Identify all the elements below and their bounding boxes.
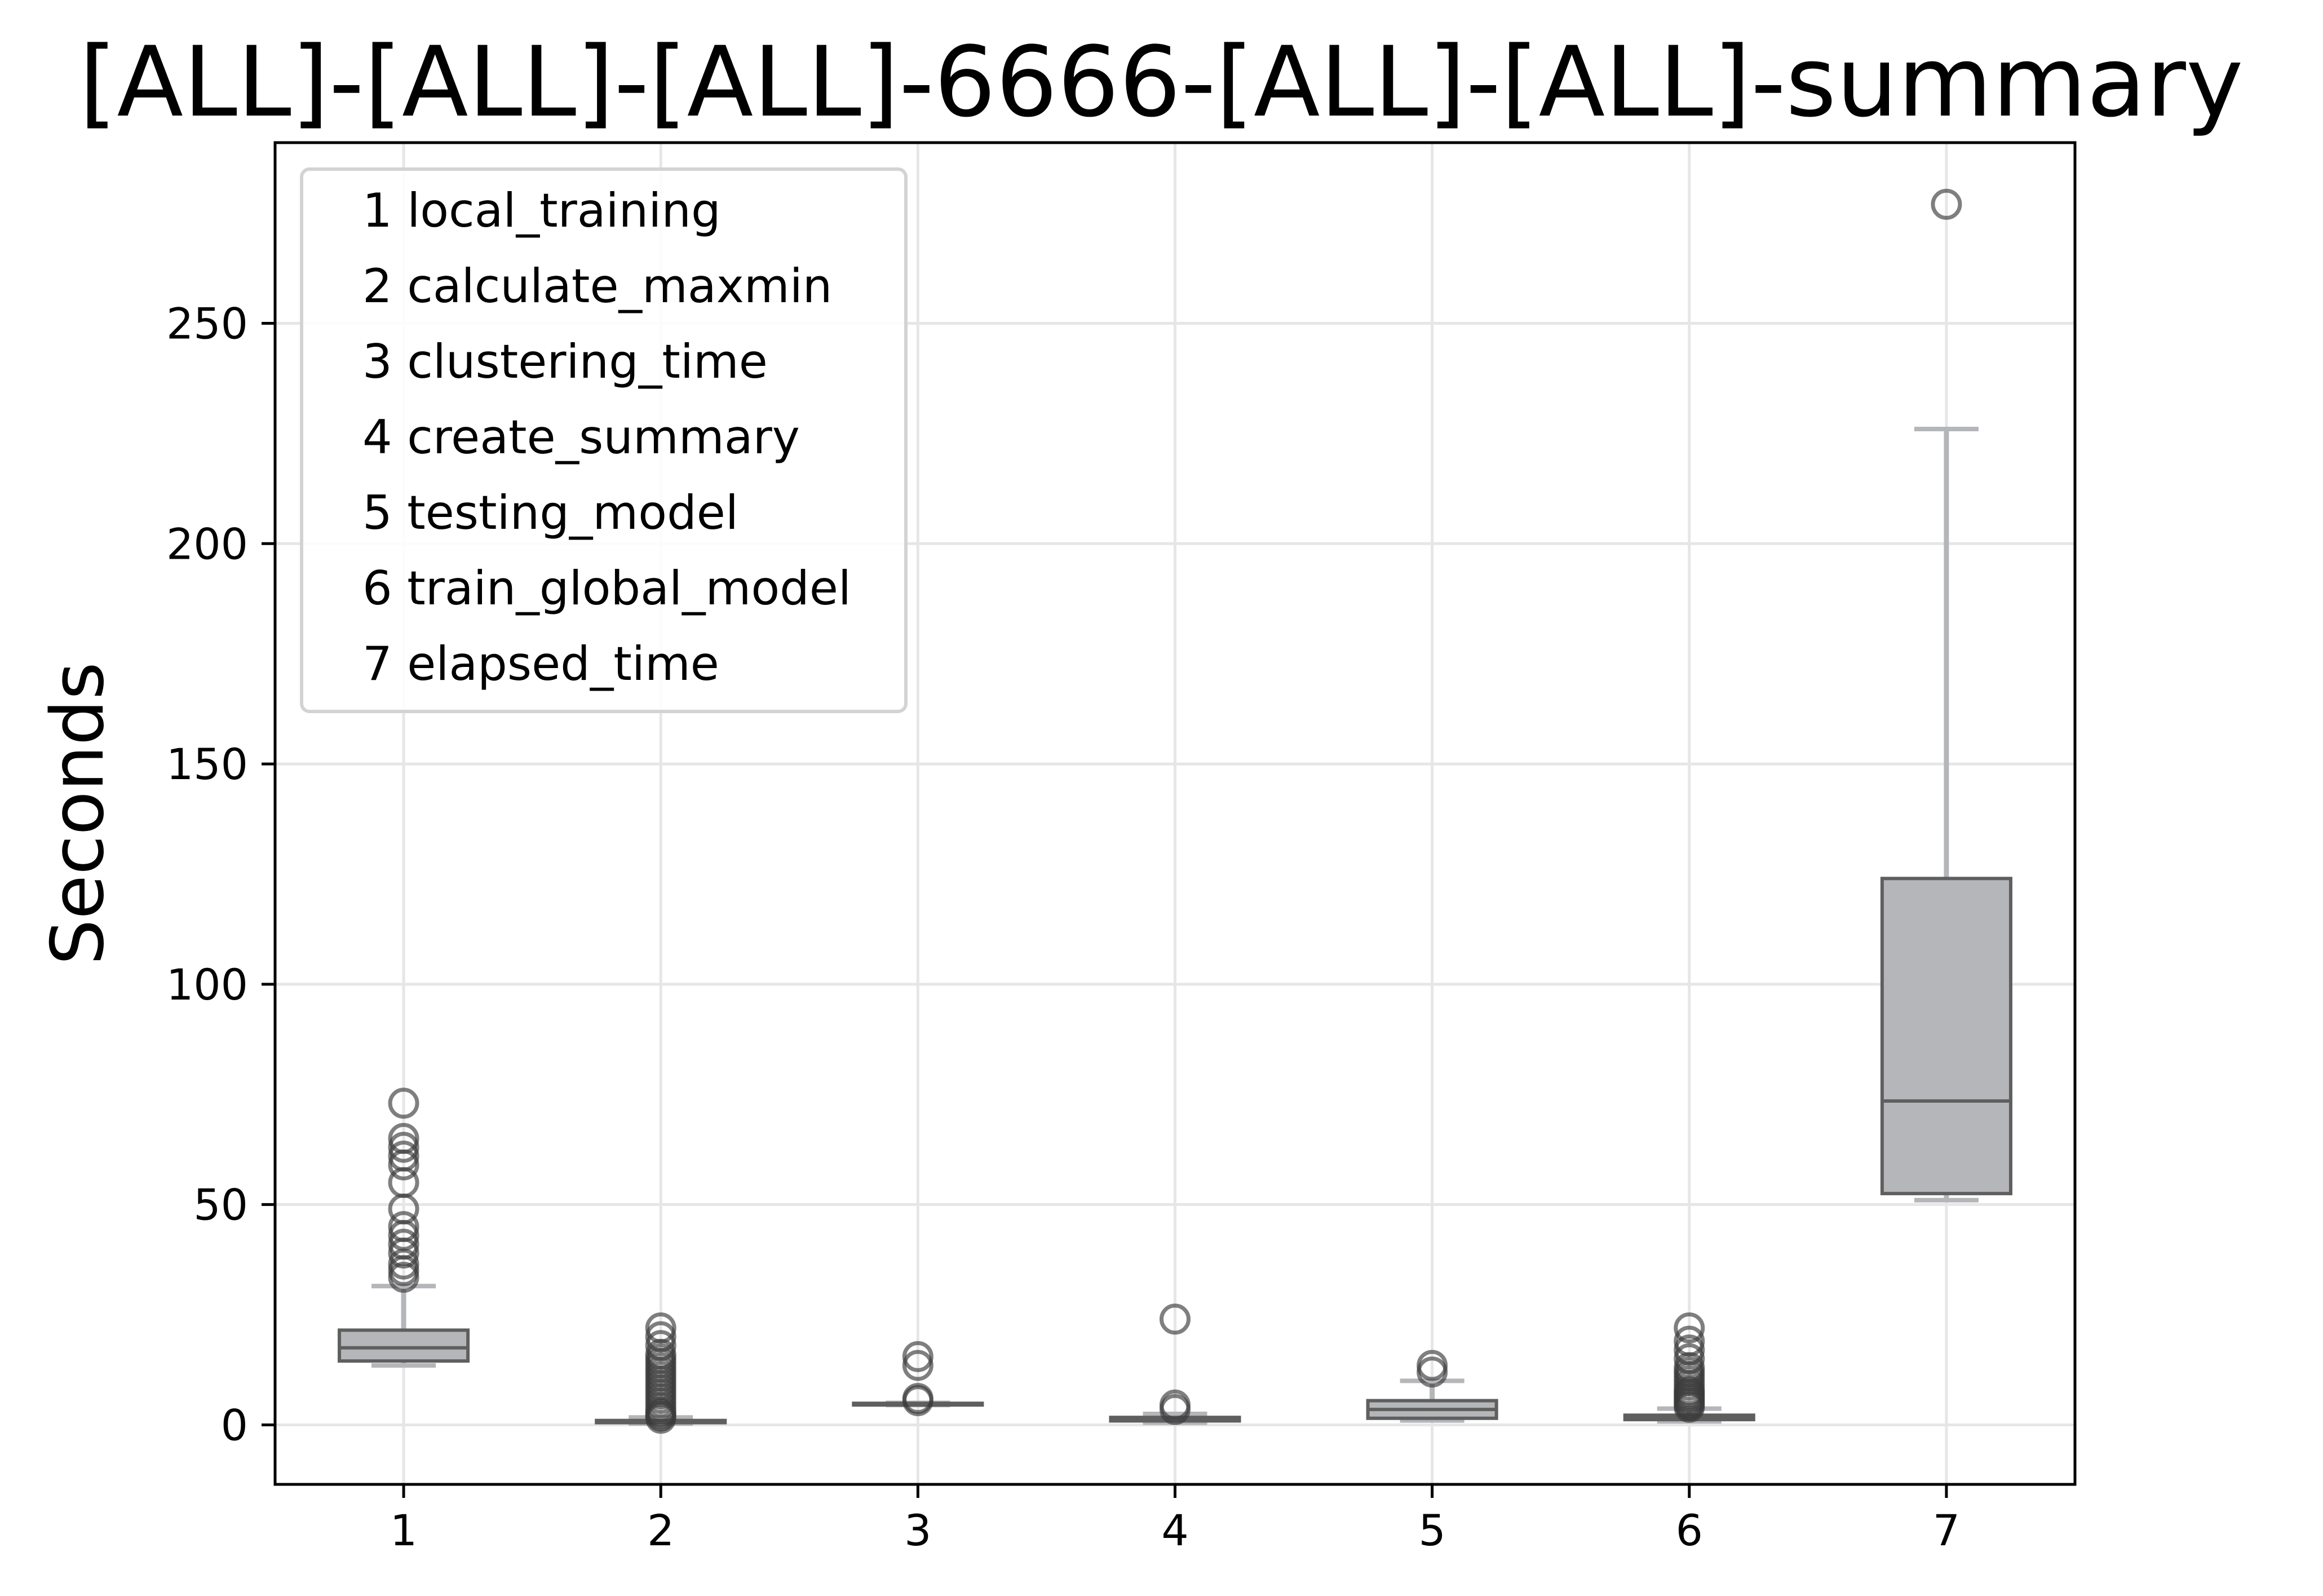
outlier-point — [902, 1350, 933, 1381]
outlier-point — [1931, 188, 1962, 220]
box-6 — [1623, 1312, 1755, 1424]
outlier-point — [388, 1140, 419, 1172]
y-tick-label: 250 — [166, 298, 248, 348]
box-5 — [1366, 1350, 1498, 1423]
box-1 — [338, 1087, 470, 1368]
outlier-point — [1160, 1303, 1191, 1335]
outlier-point — [1674, 1334, 1705, 1366]
outlier-point — [1160, 1389, 1191, 1421]
outlier-point — [388, 1131, 419, 1163]
x-tick-label: 2 — [647, 1505, 674, 1555]
outlier-point — [902, 1341, 933, 1372]
box-4 — [1109, 1303, 1241, 1425]
x-tick-label: 6 — [1676, 1505, 1703, 1555]
y-tick-label: 50 — [193, 1180, 248, 1230]
legend-frame — [300, 167, 908, 713]
outlier-point — [645, 1330, 676, 1361]
outlier-point — [1674, 1325, 1705, 1357]
plot-marks — [338, 188, 2012, 1434]
outlier-point — [388, 1228, 419, 1260]
outlier-point — [388, 1211, 419, 1243]
chart-title: [ALL]-[ALL]-[ALL]-6666-[ALL]-[ALL]-summa… — [79, 25, 2243, 139]
box-7 — [1880, 188, 2012, 1202]
x-tick-label: 3 — [904, 1505, 931, 1555]
legend-entry: 6 train_global_model — [362, 561, 851, 616]
x-tick-label: 1 — [390, 1505, 417, 1555]
outlier-point — [388, 1122, 419, 1154]
box-3 — [852, 1341, 984, 1416]
y-axis-label: Seconds — [36, 662, 120, 965]
axis-ticks: 1 2 3 4 5 6 7 0 50 100 150 200 250 — [166, 298, 1960, 1555]
outlier-point — [1674, 1312, 1705, 1344]
outlier-point — [645, 1321, 676, 1352]
box-body — [1880, 877, 2012, 1196]
outlier-point — [902, 1383, 933, 1414]
legend-entry: 1 local_training — [362, 183, 721, 238]
y-tick-label: 0 — [221, 1400, 248, 1450]
legend-entry: 7 elapsed_time — [362, 636, 719, 691]
x-tick-label: 7 — [1933, 1505, 1960, 1555]
outlier-point — [1417, 1350, 1448, 1381]
box-2 — [595, 1312, 727, 1434]
y-tick-label: 150 — [166, 739, 248, 789]
x-tick-label: 4 — [1161, 1505, 1188, 1555]
outlier-point — [388, 1087, 419, 1119]
y-tick-label: 200 — [166, 519, 248, 569]
legend-entry: 2 calculate_maxmin — [362, 259, 832, 313]
legend-entry: 4 create_summary — [362, 410, 800, 465]
legend-entry: 5 testing_model — [362, 485, 738, 540]
outlier-point — [645, 1312, 676, 1344]
legend: 1 local_training 2 calculate_maxmin 3 clus… — [300, 167, 908, 713]
y-tick-label: 100 — [166, 960, 248, 1010]
outlier-point — [1674, 1343, 1705, 1374]
x-tick-label: 5 — [1418, 1505, 1445, 1555]
box-body — [338, 1328, 470, 1363]
legend-entry: 3 clustering_time — [362, 334, 768, 389]
